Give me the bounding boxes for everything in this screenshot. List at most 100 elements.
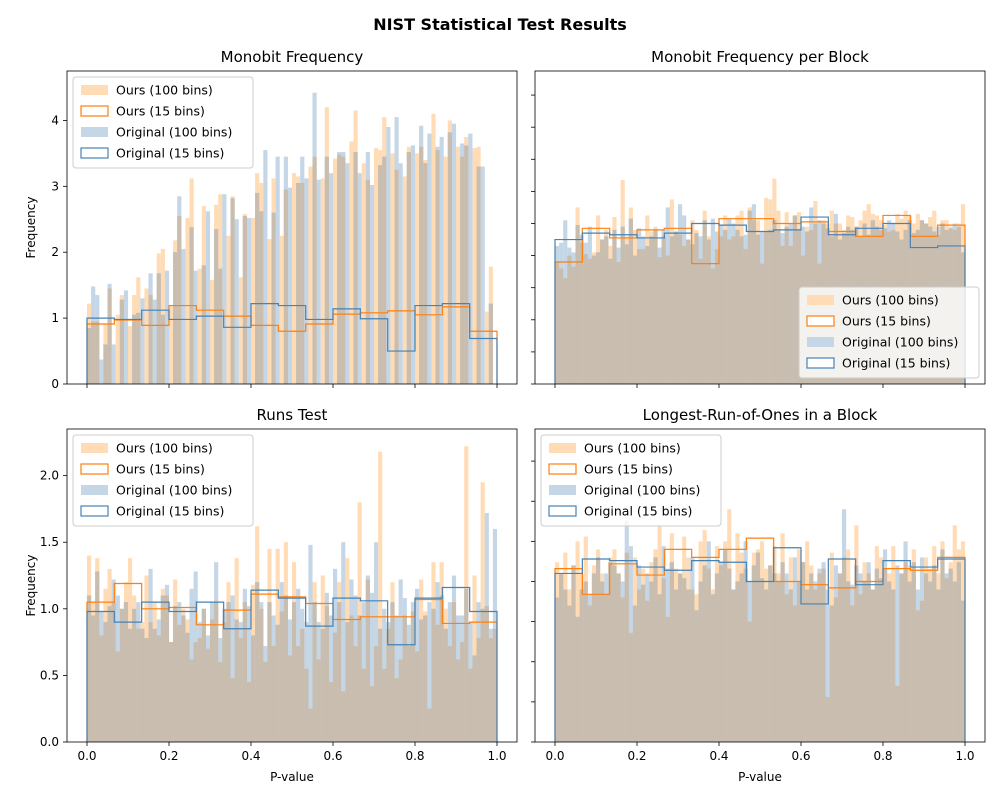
ours-100-bar <box>443 156 448 384</box>
original-100-bar <box>246 606 252 742</box>
legend-label: Ours (100 bins) <box>116 83 213 98</box>
overlap-bar <box>201 608 206 742</box>
overlap-bar <box>439 595 444 742</box>
overlap-bar <box>308 708 313 742</box>
overlap-bar <box>271 646 276 742</box>
overlap-bar <box>678 234 683 384</box>
overlap-bar <box>743 568 748 742</box>
y-tick-label: 0.5 <box>40 668 59 682</box>
overlap-bar <box>739 573 744 742</box>
original-100-bar <box>386 127 391 384</box>
overlap-bar <box>132 608 137 742</box>
overlap-bar <box>596 557 601 742</box>
overlap-bar <box>431 608 436 742</box>
overlap-bar <box>657 257 662 384</box>
original-100-bar <box>825 589 830 742</box>
legend-label: Original (100 bins) <box>842 335 958 350</box>
overlap-bar <box>624 244 629 384</box>
overlap-bar <box>694 610 699 742</box>
x-tick-label: 0.4 <box>241 749 260 763</box>
overlap-bar <box>435 624 440 742</box>
overlap-bar <box>919 600 925 742</box>
overlap-bar <box>911 562 916 742</box>
overlap-bar <box>755 552 761 742</box>
overlap-bar <box>698 581 703 742</box>
ours-100-bar <box>238 277 243 384</box>
overlap-bar <box>193 642 198 742</box>
legend-swatch-filled <box>81 443 108 453</box>
legend-swatch-step <box>80 463 109 475</box>
y-tick-label: 0 <box>51 377 59 391</box>
ours-100-bar <box>431 113 436 384</box>
overlap-bar <box>645 600 650 742</box>
overlap-bar <box>583 581 588 742</box>
overlap-bar <box>719 236 724 384</box>
ours-100-bar <box>251 217 256 384</box>
original-100-bar <box>410 145 416 384</box>
legend-label: Original (100 bins) <box>584 483 700 498</box>
overlap-bar <box>837 573 843 742</box>
overlap-bar <box>628 632 633 742</box>
overlap-bar <box>907 581 912 742</box>
original-100-bar <box>451 123 457 384</box>
x-tick-label: 0.6 <box>791 749 810 763</box>
overlap-bar <box>406 646 411 742</box>
original-100-bar <box>427 602 432 742</box>
overlap-bar <box>460 642 465 742</box>
overlap-bar <box>616 262 621 384</box>
overlap-bar <box>222 622 227 742</box>
chart-panel-3: 0.0 0.2 0.4 0.6 0.8 1.0 0.0 0.5 1.0 1.5 2.0 Runs Te… <box>24 406 518 784</box>
ours-15-step-line <box>554 537 966 742</box>
overlap-bar <box>842 557 847 742</box>
ours-100-bar <box>267 239 272 384</box>
overlap-bar <box>600 581 605 742</box>
overlap-bar <box>300 183 305 384</box>
original-100-bar <box>304 178 309 384</box>
original-100-bar <box>164 270 170 384</box>
ours-100-bar <box>374 148 379 384</box>
original-100-bar <box>328 173 334 384</box>
y-tick-label: 3 <box>51 179 59 193</box>
overlap-bar <box>661 578 666 742</box>
overlap-bar <box>641 249 646 384</box>
legend-swatch-step <box>548 505 577 517</box>
overlap-bar <box>357 615 362 742</box>
ours-100-bar <box>415 153 420 384</box>
ours-100-bar <box>210 279 215 384</box>
overlap-bar <box>944 578 949 742</box>
overlap-bar <box>423 615 428 742</box>
overlap-bar <box>173 252 178 384</box>
overlap-bar <box>805 589 810 742</box>
panel-title: Runs Test <box>257 406 328 424</box>
overlap-bar <box>895 685 900 742</box>
overlap-bar <box>669 562 674 742</box>
original-100-bar <box>345 163 350 384</box>
overlap-bar <box>624 552 629 742</box>
overlap-bar <box>924 573 929 742</box>
overlap-bar <box>242 602 247 742</box>
original-100-bar <box>111 344 116 384</box>
panel-title: Monobit Frequency <box>221 48 364 66</box>
overlap-bar <box>480 608 485 742</box>
original-100-bar <box>234 219 239 384</box>
overlap-bar <box>620 597 625 742</box>
overlap-bar <box>296 183 301 384</box>
overlap-bar <box>156 635 161 742</box>
original-100-bar <box>99 359 104 384</box>
ours-100-bar <box>472 148 477 384</box>
overlap-bar <box>283 595 288 742</box>
overlap-bar <box>456 659 461 742</box>
overlap-bar <box>645 245 650 384</box>
legend: Ours (100 bins) Ours (15 bins) Original (1… <box>72 76 254 169</box>
overlap-bar <box>464 588 469 742</box>
original-15-step-line <box>554 547 966 742</box>
overlap-bar <box>378 628 383 742</box>
overlap-bar <box>148 622 153 742</box>
overlap-bar <box>423 163 428 384</box>
y-tick-label: 1.5 <box>40 535 59 549</box>
overlap-bar <box>825 697 830 742</box>
overlap-bar <box>271 212 276 384</box>
overlap-bar <box>891 589 896 742</box>
overlap-bar <box>813 589 818 742</box>
